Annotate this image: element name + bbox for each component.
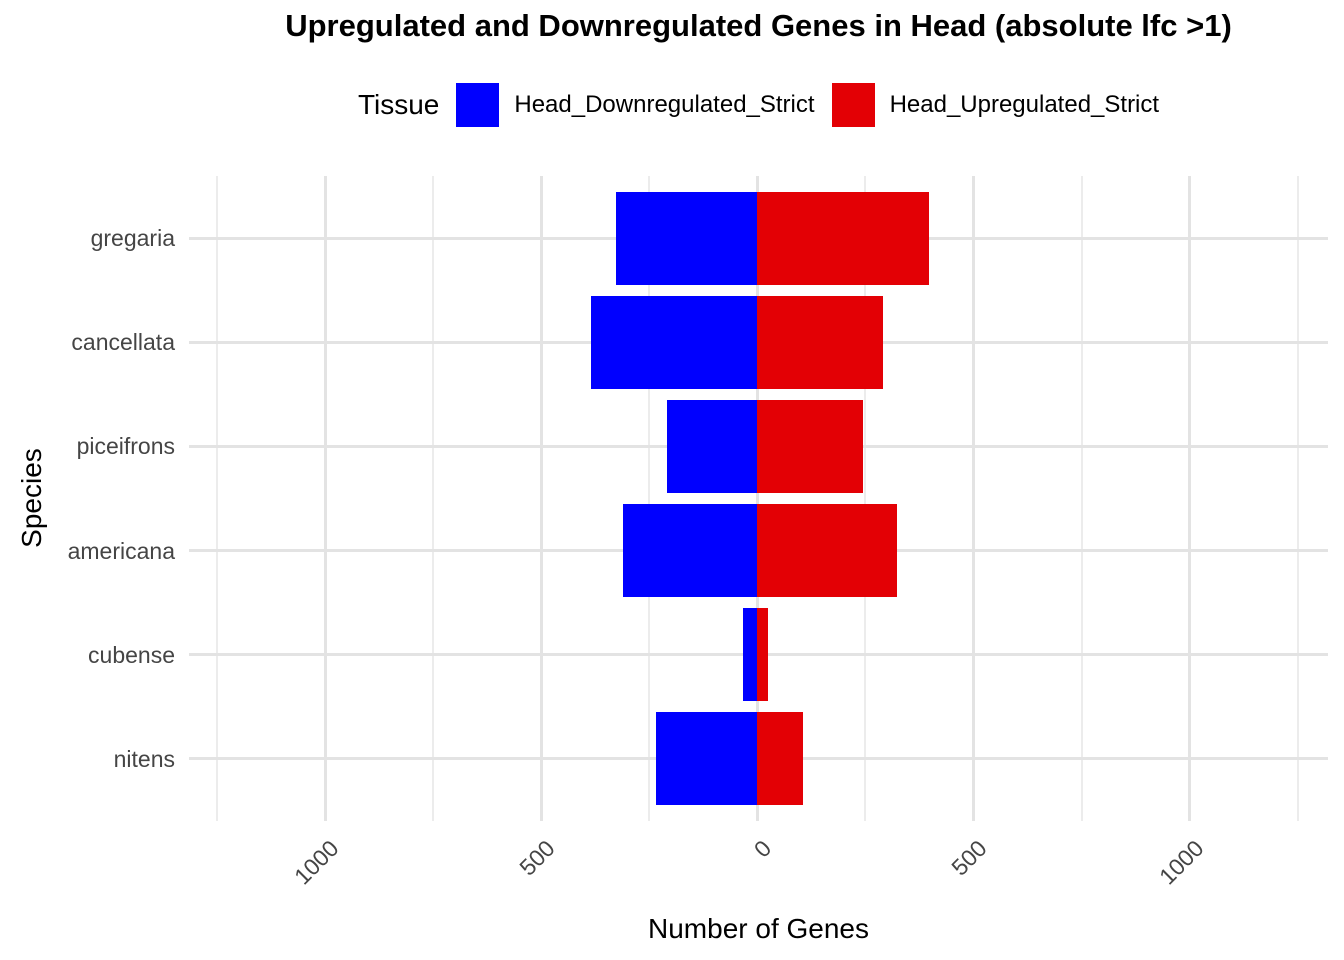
bar-downregulated-americana [622, 503, 758, 598]
gridline-vertical-minor [432, 176, 435, 821]
y-axis-title: Species [16, 448, 47, 548]
legend-label-downregulated: Head_Downregulated_Strict [514, 91, 815, 118]
y-tick-label-cubense: cubense [88, 641, 175, 668]
legend-title: Tissue [357, 89, 440, 120]
bar-downregulated-cancellata [591, 295, 758, 390]
gridline-vertical-major [323, 176, 327, 821]
legend-key-upregulated-swatch [831, 83, 875, 127]
x-tick-label-0: 0 [748, 835, 776, 863]
y-tick-label-americana: americana [67, 537, 175, 564]
legend-item-upregulated: Head_Upregulated_Strict [831, 83, 1160, 127]
gridline-vertical-major [1188, 176, 1192, 821]
x-tick-label-1000: 1000 [1153, 835, 1209, 890]
gridline-vertical-minor [216, 176, 219, 821]
bar-upregulated-americana [757, 503, 897, 598]
plot-title: Upregulated and Downregulated Genes in H… [285, 8, 1232, 43]
gridline-vertical-minor [648, 176, 651, 821]
legend-key-downregulated-swatch [456, 83, 500, 127]
bar-upregulated-nitens [757, 711, 803, 806]
x-tick-label-500: 500 [514, 835, 560, 881]
bar-downregulated-gregaria [615, 191, 758, 286]
y-tick-label-nitens: nitens [113, 745, 175, 772]
y-tick-label-piceifrons: piceifrons [76, 433, 175, 460]
plot-panel [189, 176, 1328, 821]
gridline-vertical-major [972, 176, 976, 821]
bar-upregulated-gregaria [757, 191, 929, 286]
y-tick-label-gregaria: gregaria [90, 225, 175, 252]
bar-downregulated-piceifrons [666, 399, 758, 494]
bar-upregulated-piceifrons [757, 399, 864, 494]
bar-downregulated-nitens [656, 711, 758, 806]
legend: Tissue Head_Downregulated_Strict Head_Up… [189, 80, 1328, 130]
gridline-vertical-minor [1080, 176, 1083, 821]
bar-downregulated-cubense [743, 607, 758, 702]
bar-upregulated-cancellata [757, 295, 884, 390]
gridline-vertical-major [539, 176, 543, 821]
legend-label-upregulated: Head_Upregulated_Strict [889, 91, 1160, 118]
y-tick-label-cancellata: cancellata [71, 329, 175, 356]
gridline-vertical-minor [1296, 176, 1299, 821]
gridline-vertical-major [755, 176, 759, 821]
bar-upregulated-cubense [757, 607, 769, 702]
gridline-vertical-minor [864, 176, 867, 821]
x-axis-title: Number of Genes [648, 913, 869, 944]
legend-item-downregulated: Head_Downregulated_Strict [456, 83, 815, 127]
x-tick-label-500: 500 [946, 835, 992, 881]
x-tick-label-1000: 1000 [288, 835, 344, 890]
